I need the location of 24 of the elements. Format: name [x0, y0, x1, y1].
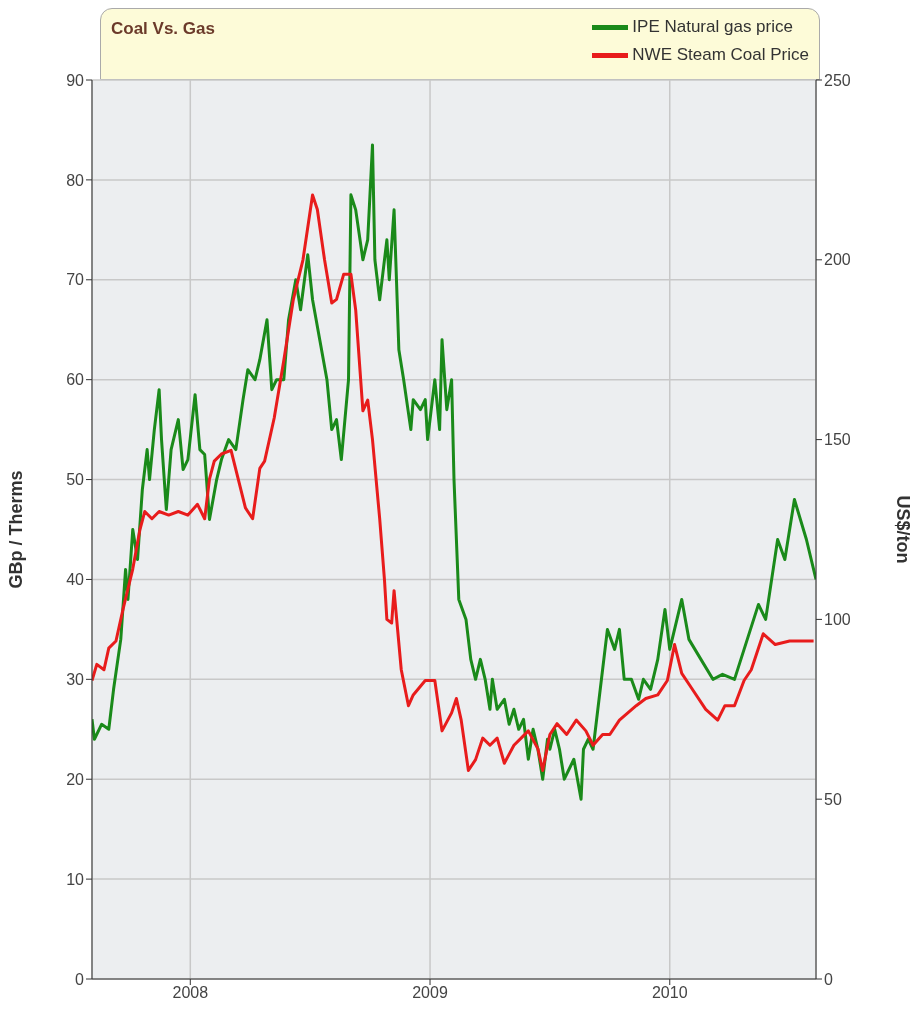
- y2-tick-label: 100: [824, 611, 851, 629]
- legend-label: NWE Steam Coal Price: [632, 45, 809, 65]
- y-tick-label: 70: [66, 271, 85, 289]
- y2-tick-label: 200: [824, 251, 851, 269]
- y-tick-label: 90: [66, 71, 85, 89]
- x-tick-label: 2009: [412, 984, 448, 1002]
- y2-axis-title: US$/ton: [892, 495, 913, 564]
- y-tick-label: 80: [66, 171, 85, 189]
- y-tick-label: 60: [66, 371, 85, 389]
- x-tick-label: 2010: [651, 984, 688, 1002]
- chart-title: Coal Vs. Gas: [111, 19, 215, 39]
- y-tick-label: 50: [66, 471, 85, 489]
- y2-tick-label: 0: [824, 970, 833, 988]
- y2-tick-label: 250: [824, 71, 851, 89]
- y-tick-label: 20: [66, 770, 85, 788]
- y2-tick-label: 50: [824, 790, 842, 808]
- y-tick-label: 40: [66, 571, 85, 589]
- x-tick-label: 2008: [172, 984, 209, 1002]
- y2-tick-label: 150: [824, 431, 851, 449]
- y-tick-label: 30: [66, 671, 85, 689]
- legend-label: IPE Natural gas price: [632, 17, 793, 37]
- y-tick-label: 10: [66, 870, 85, 888]
- y-tick-label: 0: [75, 970, 85, 988]
- y-axis-title: GBp / Therms: [6, 470, 27, 589]
